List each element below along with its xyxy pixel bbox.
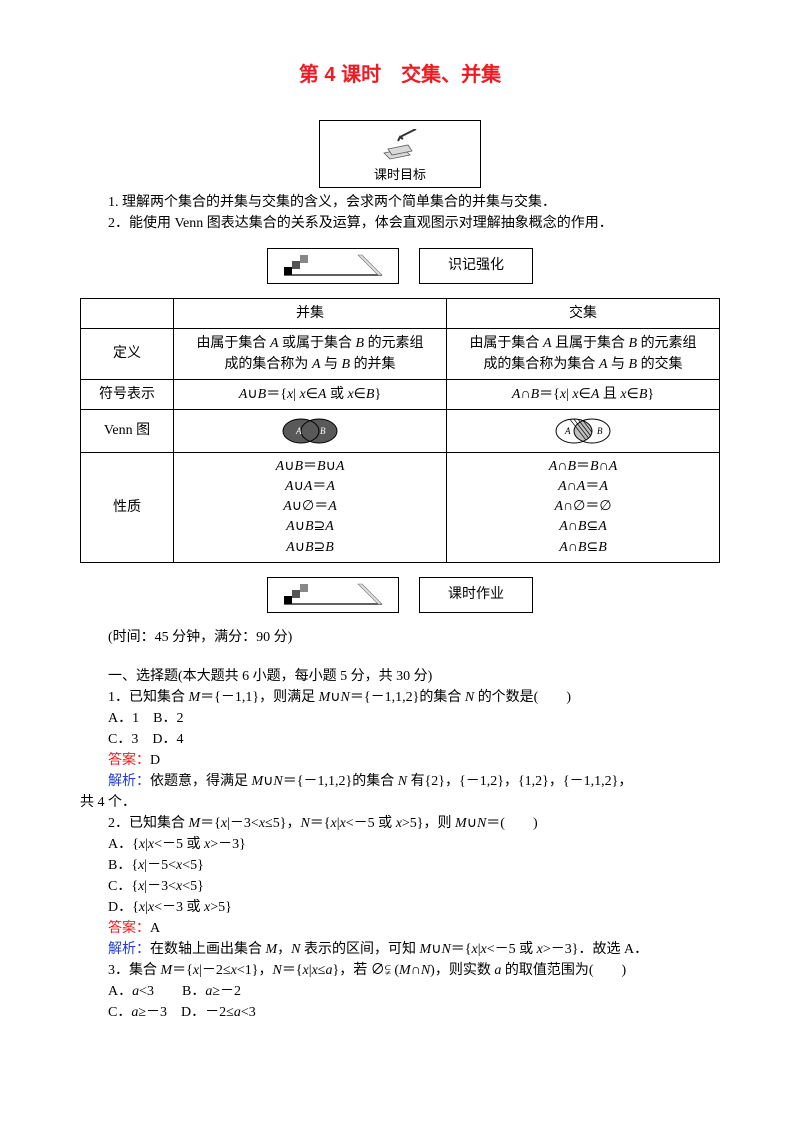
goal-2: 2．能使用 Venn 图表达集合的关系及运算，体会直观图示对理解抽象概念的作用．: [80, 213, 720, 234]
tbl-venn-union: A B: [174, 409, 447, 452]
homework-label-box: 课时作业: [419, 577, 533, 613]
union-inter-table: 并集 交集 定义 由属于集合 A 或属于集合 B 的元素组成的集合称为 A 与 …: [80, 298, 720, 563]
answer-label: 答案：: [108, 921, 150, 936]
tbl-col-union: 并集: [174, 298, 447, 328]
goal-caption: 课时目标: [370, 165, 430, 185]
tbl-venn-inter: A B: [447, 409, 720, 452]
goal-box: 课时目标: [319, 120, 481, 188]
q1-opts-cd: C．3 D．4: [80, 729, 720, 750]
answer-label: 答案：: [108, 753, 150, 768]
svg-text:B: B: [597, 426, 603, 436]
q1-ans: D: [150, 753, 160, 768]
q3-opts-ab: A．a<3 B．a≥－2: [80, 981, 720, 1002]
tbl-sym-union: A∪B＝{x| x∈A 或 x∈B}: [174, 379, 447, 409]
q2-stem: 2．已知集合 M＝{x|－3<x≤5}，N＝{x|x<－5 或 x>5}，则 M…: [80, 813, 720, 834]
q2-analysis: 解析：在数轴上画出集合 M，N 表示的区间，可知 M∪N＝{x|x<－5 或 x…: [80, 939, 720, 960]
q3-opts-cd: C．a≥－3 D．－2≤a<3: [80, 1002, 720, 1023]
page-title: 第 4 课时 交集、并集: [80, 60, 720, 90]
tbl-def-union: 由属于集合 A 或属于集合 B 的元素组成的集合称为 A 与 B 的并集: [174, 328, 447, 379]
memorize-icon-box: [267, 248, 399, 284]
tbl-col-inter: 交集: [447, 298, 720, 328]
section-memorize-row: 识记强化: [80, 248, 720, 284]
tbl-row-prop: 性质: [81, 452, 174, 562]
tbl-prop-inter: A∩B＝B∩A A∩A＝A A∩∅＝∅ A∩B⊆A A∩B⊆B: [447, 452, 720, 562]
q2-optA: A．{x|x<－5 或 x>－3}: [80, 834, 720, 855]
q2-optC: C．{x|－3<x<5}: [80, 876, 720, 897]
tbl-row-def: 定义: [81, 328, 174, 379]
q1-opts-ab: A．1 B．2: [80, 708, 720, 729]
q3-stem: 3．集合 M＝{x|－2≤x<1}，N＝{x|x≤a}，若 ∅⫋ (M∩N)，则…: [80, 960, 720, 981]
svg-text:B: B: [320, 426, 326, 436]
analysis-label: 解析：: [108, 774, 150, 789]
q2-ans: A: [150, 921, 160, 936]
hw-info: (时间：45 分钟，满分：90 分): [80, 627, 720, 648]
q2-optB: B．{x|－5<x<5}: [80, 855, 720, 876]
q1-analysis-tail: 共 4 个．: [80, 792, 720, 813]
tbl-sym-inter: A∩B＝{x| x∈A 且 x∈B}: [447, 379, 720, 409]
tbl-row-venn: Venn 图: [81, 409, 174, 452]
pencil-steps-icon: [278, 582, 388, 608]
pencil-steps-icon: [278, 253, 388, 279]
tbl-def-inter: 由属于集合 A 且属于集合 B 的元素组成的集合称为集合 A 与 B 的交集: [447, 328, 720, 379]
tbl-row-sym: 符号表示: [81, 379, 174, 409]
section1-title: 一、选择题(本大题共 6 小题，每小题 5 分，共 30 分): [80, 666, 720, 687]
analysis-label: 解析：: [108, 942, 150, 957]
q1-analysis: 解析：依题意，得满足 M∪N＝{－1,1,2}的集合 N 有{2}，{－1,2}…: [80, 771, 720, 792]
page: 第 4 课时 交集、并集 课时目标 1. 理解两个集合的并集与交集的含义，会求两…: [0, 0, 800, 1063]
homework-icon-box: [267, 577, 399, 613]
svg-text:A: A: [295, 426, 302, 436]
section-homework-row: 课时作业: [80, 577, 720, 613]
q1-answer: 答案：D: [80, 750, 720, 771]
memorize-label: 识记强化: [448, 255, 504, 276]
venn-union-icon: A B: [266, 416, 354, 446]
tbl-prop-union: A∪B＝B∪A A∪A＝A A∪∅＝A A∪B⊇A A∪B⊇B: [174, 452, 447, 562]
homework-label: 课时作业: [448, 584, 504, 605]
tbl-blank-hdr: [81, 298, 174, 328]
q1-stem: 1．已知集合 M＝{－1,1}，则满足 M∪N＝{－1,1,2}的集合 N 的个…: [80, 687, 720, 708]
paper-pencil-icon: [370, 129, 430, 165]
memorize-label-box: 识记强化: [419, 248, 533, 284]
questions: 一、选择题(本大题共 6 小题，每小题 5 分，共 30 分) 1．已知集合 M…: [80, 666, 720, 1023]
venn-inter-icon: A B: [539, 416, 627, 446]
svg-text:A: A: [564, 426, 571, 436]
q2-answer: 答案：A: [80, 918, 720, 939]
q2-optD: D．{x|x<－3 或 x>5}: [80, 897, 720, 918]
goal-1: 1. 理解两个集合的并集与交集的含义，会求两个简单集合的并集与交集．: [80, 192, 720, 213]
